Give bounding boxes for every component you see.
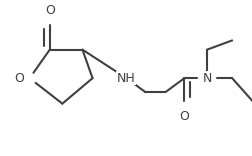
Text: O: O [14, 72, 24, 85]
Text: O: O [179, 110, 188, 123]
Text: O: O [45, 4, 54, 17]
Text: N: N [202, 72, 211, 85]
Text: NH: NH [117, 72, 135, 85]
